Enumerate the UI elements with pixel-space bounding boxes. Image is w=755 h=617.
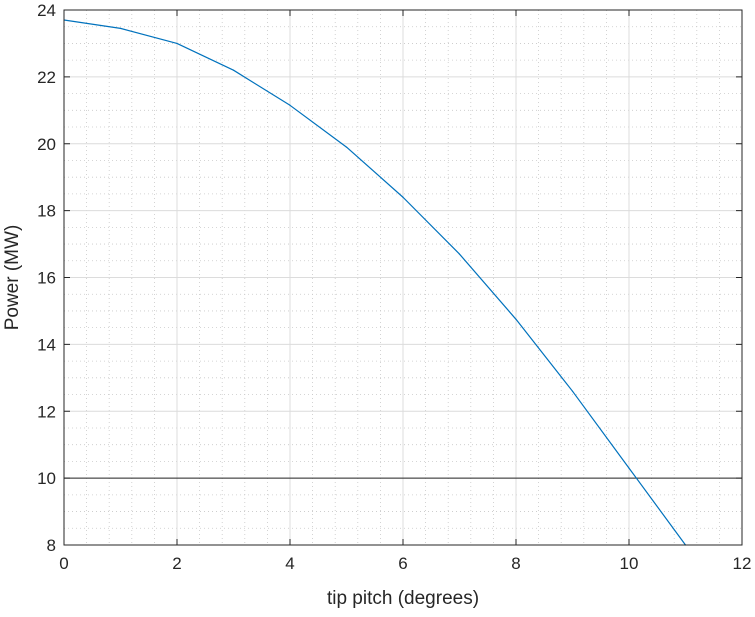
data-point xyxy=(402,196,404,198)
x-axis-ticks: 0 2 4 6 8 10 12 xyxy=(59,10,751,573)
x-axis-label: tip pitch (degrees) xyxy=(327,588,479,609)
y-tick-label: 14 xyxy=(37,335,56,354)
x-tick-label: 2 xyxy=(172,554,181,573)
x-tick-label: 10 xyxy=(620,554,639,573)
y-tick-label: 10 xyxy=(37,469,56,488)
data-point xyxy=(119,27,122,29)
data-point xyxy=(232,69,235,71)
y-axis-label: Power (MW) xyxy=(2,225,23,331)
series-line xyxy=(63,19,686,546)
data-point xyxy=(628,467,630,469)
data-point xyxy=(345,146,348,148)
x-tick-label: 0 xyxy=(59,554,68,573)
y-tick-label: 24 xyxy=(37,1,56,20)
y-tick-label: 8 xyxy=(47,536,56,555)
x-tick-label: 12 xyxy=(733,554,752,573)
y-tick-label: 20 xyxy=(37,135,56,154)
data-point xyxy=(571,390,574,392)
y-tick-label: 22 xyxy=(37,68,56,87)
y-tick-label: 18 xyxy=(37,202,56,221)
x-tick-label: 6 xyxy=(398,554,407,573)
data-point xyxy=(515,318,517,320)
y-axis-ticks: 8 10 12 14 16 18 20 22 24 xyxy=(37,1,742,555)
data-point xyxy=(458,253,461,255)
data-point xyxy=(176,42,178,45)
x-tick-label: 8 xyxy=(511,554,520,573)
data-point xyxy=(289,104,291,106)
y-tick-label: 12 xyxy=(37,402,56,421)
x-tick-label: 4 xyxy=(285,554,294,573)
y-tick-label: 16 xyxy=(37,269,56,288)
